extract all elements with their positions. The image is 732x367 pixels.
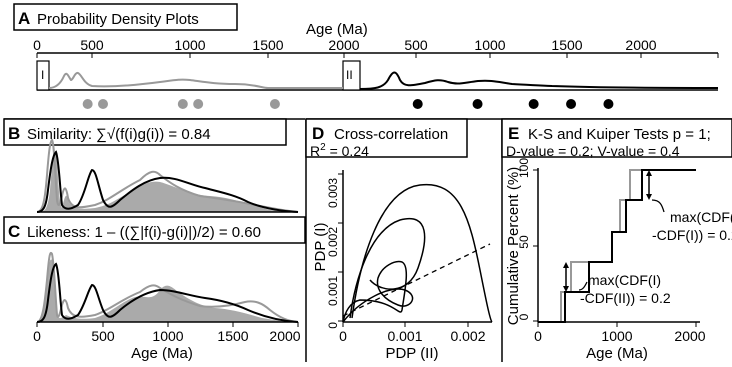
pdp-ii-curve xyxy=(359,71,719,90)
panel-a: A Probability Density Plots Age (Ma) 0 5… xyxy=(13,3,719,109)
tick-label: 0 xyxy=(339,328,347,344)
tick-label: 1000 xyxy=(474,37,505,53)
similarity-curve-i xyxy=(36,138,299,213)
tick-label: 0 xyxy=(33,37,41,53)
tick-label: 0 xyxy=(33,328,41,344)
sample-i-dot xyxy=(177,99,188,109)
annotation-2-line1: max(CDF(I) xyxy=(588,272,661,288)
panel-c-title: Likeness: 1 – ((∑|f(i)-g(i)|)/2) = 0.60 xyxy=(27,224,261,241)
panel-d-letter: D xyxy=(312,124,324,143)
panel-e: E K-S and Kuiper Tests p = 1; D-value = … xyxy=(501,118,732,362)
similarity-overlap-fill xyxy=(37,151,290,212)
panel-d-r2: R2 = 0.24 xyxy=(310,142,369,159)
tick-label: 1500 xyxy=(252,37,283,53)
similarity-curve-ii xyxy=(36,150,299,213)
sample-i-dot xyxy=(82,99,93,109)
sample-i-dots xyxy=(82,99,280,109)
tick-label: 0.002 xyxy=(326,227,340,257)
sample-i-dot xyxy=(269,99,280,109)
sample-i-dot xyxy=(193,99,204,109)
tick-label: 50 xyxy=(517,235,531,249)
panel-a-left-ticks: 0 500 1000 1500 2000 xyxy=(33,37,360,53)
panel-e-letter: E xyxy=(508,124,519,143)
pdp-i-curve xyxy=(48,71,343,89)
tick-label: 100 xyxy=(517,158,531,178)
tick-label: 0 xyxy=(326,322,340,329)
tick-label: 0 xyxy=(534,328,542,344)
tick-label: 0.003 xyxy=(326,178,340,208)
regression-line xyxy=(342,243,491,317)
panel-b-letter: B xyxy=(8,124,20,143)
panel-c-x-label: Age (Ma) xyxy=(131,345,193,362)
tick-label: 0.001 xyxy=(326,276,340,306)
panel-b-title-prefix: Similarity: xyxy=(27,126,96,143)
tick-label: 2000 xyxy=(269,328,300,344)
panel-c-title-prefix: Likeness: xyxy=(27,224,95,241)
tick-label: 1000 xyxy=(152,328,183,344)
panel-d-y-label: PDP (I) xyxy=(312,223,329,272)
label-i: I xyxy=(41,68,44,82)
tick-label: 0.002 xyxy=(450,328,485,344)
panel-b: B Similarity: ∑√(f(i)g(i)) = 0.84 xyxy=(3,118,305,213)
panel-a-title: Probability Density Plots xyxy=(37,11,199,28)
panel-b-title: Similarity: ∑√(f(i)g(i)) = 0.84 xyxy=(27,126,211,143)
panel-e-y-label: Cumulative Percent (%) xyxy=(505,167,522,325)
r2-value: = 0.24 xyxy=(326,143,369,159)
panel-d: D Cross-correlation R2 = 0.24 0.003 0.00… xyxy=(305,118,493,362)
cdf-ii-curve xyxy=(538,169,696,323)
panel-c-letter: C xyxy=(8,222,20,241)
tick-label: 500 xyxy=(404,37,428,53)
r2-prefix: R xyxy=(310,143,320,159)
panel-e-title-line2: D-value = 0.2; V-value = 0.4 xyxy=(506,143,680,159)
sample-ii-dot xyxy=(412,99,423,109)
annotation-1-line1: max(CDF(II) xyxy=(670,209,732,225)
cross-correlation-loop xyxy=(342,260,414,323)
panel-a-axis-label: Age (Ma) xyxy=(306,21,368,38)
tick-label: 1500 xyxy=(217,328,248,344)
tick-label: 0 xyxy=(517,313,531,320)
sample-ii-dot xyxy=(566,99,577,109)
r2-sup: 2 xyxy=(320,142,326,153)
sample-ii-dot xyxy=(603,99,614,109)
panel-e-title-line1: K-S and Kuiper Tests p = 1; xyxy=(528,126,711,143)
tick-label: 1000 xyxy=(174,37,205,53)
tick-label: 0.001 xyxy=(387,328,422,344)
tick-label: 500 xyxy=(80,37,104,53)
tick-label: 1000 xyxy=(601,328,632,344)
likeness-curve-i xyxy=(36,251,299,323)
tick-label: 500 xyxy=(91,328,115,344)
tick-label: 2000 xyxy=(328,37,359,53)
likeness-curve-ii xyxy=(36,262,299,323)
annotation-2-line2: -CDF(II)) = 0.2 xyxy=(580,290,671,306)
label-ii: II xyxy=(346,68,353,82)
sample-ii-dot xyxy=(472,99,483,109)
sample-i-dot xyxy=(98,99,109,109)
panel-a-right-ticks: 500 1000 1500 2000 xyxy=(404,37,656,53)
sample-ii-dots xyxy=(412,99,614,109)
panel-c-title-formula: 1 – ((∑|f(i)-g(i)|)/2) = 0.60 xyxy=(95,224,261,241)
panel-e-x-label: Age (Ma) xyxy=(586,345,648,362)
panel-c: C Likeness: 1 – ((∑|f(i)-g(i)|)/2) = 0.6… xyxy=(3,216,306,362)
cross-correlation-loop-3 xyxy=(351,183,493,323)
tick-label: 2000 xyxy=(674,328,705,344)
panel-b-title-formula: ∑√(f(i)g(i)) = 0.84 xyxy=(96,126,210,143)
tick-label: 2000 xyxy=(625,37,656,53)
sample-ii-dot xyxy=(528,99,539,109)
panel-a-letter: A xyxy=(18,9,30,28)
panel-d-title: Cross-correlation xyxy=(334,126,448,143)
tick-label: 1500 xyxy=(551,37,582,53)
annotation-1-line2: -CDF(I)) = 0.2 xyxy=(652,227,732,243)
panel-d-x-label: PDP (II) xyxy=(385,345,438,362)
